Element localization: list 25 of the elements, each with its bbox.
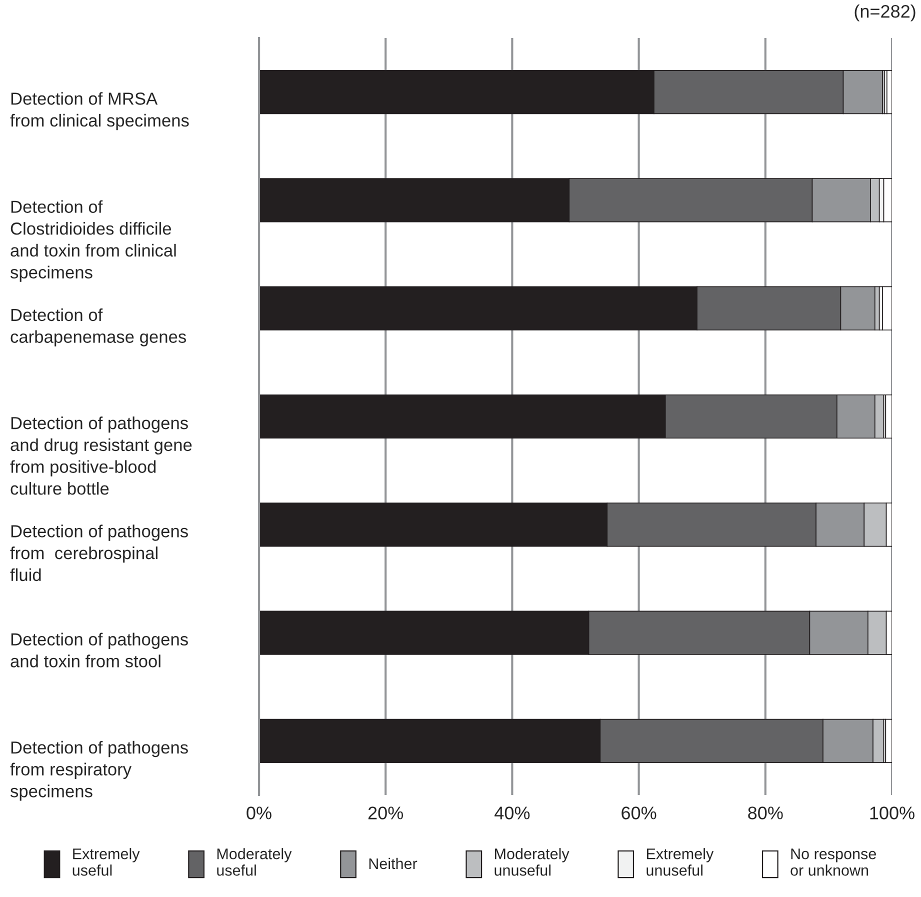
bar (885, 394, 892, 439)
y-tick-label: Detection of pathogens from respiratory specimens (10, 740, 188, 801)
bar (882, 286, 892, 330)
legend-label: Extremely unuseful (646, 848, 714, 876)
x-tick-label: 100% (870, 806, 914, 820)
x-tick-label: 40% (494, 806, 530, 820)
x-tick-label: 20% (368, 806, 404, 820)
x-tick-label: 60% (622, 806, 656, 820)
y-tick-label: Detection of pathogens and drug resistant gene from positive-blood culture bottle (10, 416, 192, 495)
x-tick-label: 80% (748, 806, 783, 820)
y-tick-label: Detection of Clostridioides difficile and toxin from clinical specimens (10, 200, 176, 282)
x-tick-label: 0% (246, 806, 272, 820)
legend-label: Moderately unuseful (494, 848, 570, 876)
legend-label: No response or unknown (790, 848, 876, 876)
y-tick-label: Detection of pathogens from cerebrospinal fluid (10, 524, 188, 582)
bar (883, 178, 892, 222)
legend-label: Moderately useful (217, 848, 292, 876)
bar (885, 718, 892, 763)
y-tick-label: Detection of pathogens and toxin from stool (10, 632, 188, 668)
y-tick-label: Detection of carbapenemase genes (10, 308, 186, 346)
text: (n=282) (854, 4, 916, 22)
legend-label: Extremely useful (72, 848, 140, 876)
y-tick-label: Detection of MRSA from clinical specimens (10, 92, 189, 130)
legend-label: Neither (369, 858, 418, 870)
bar (886, 70, 892, 114)
